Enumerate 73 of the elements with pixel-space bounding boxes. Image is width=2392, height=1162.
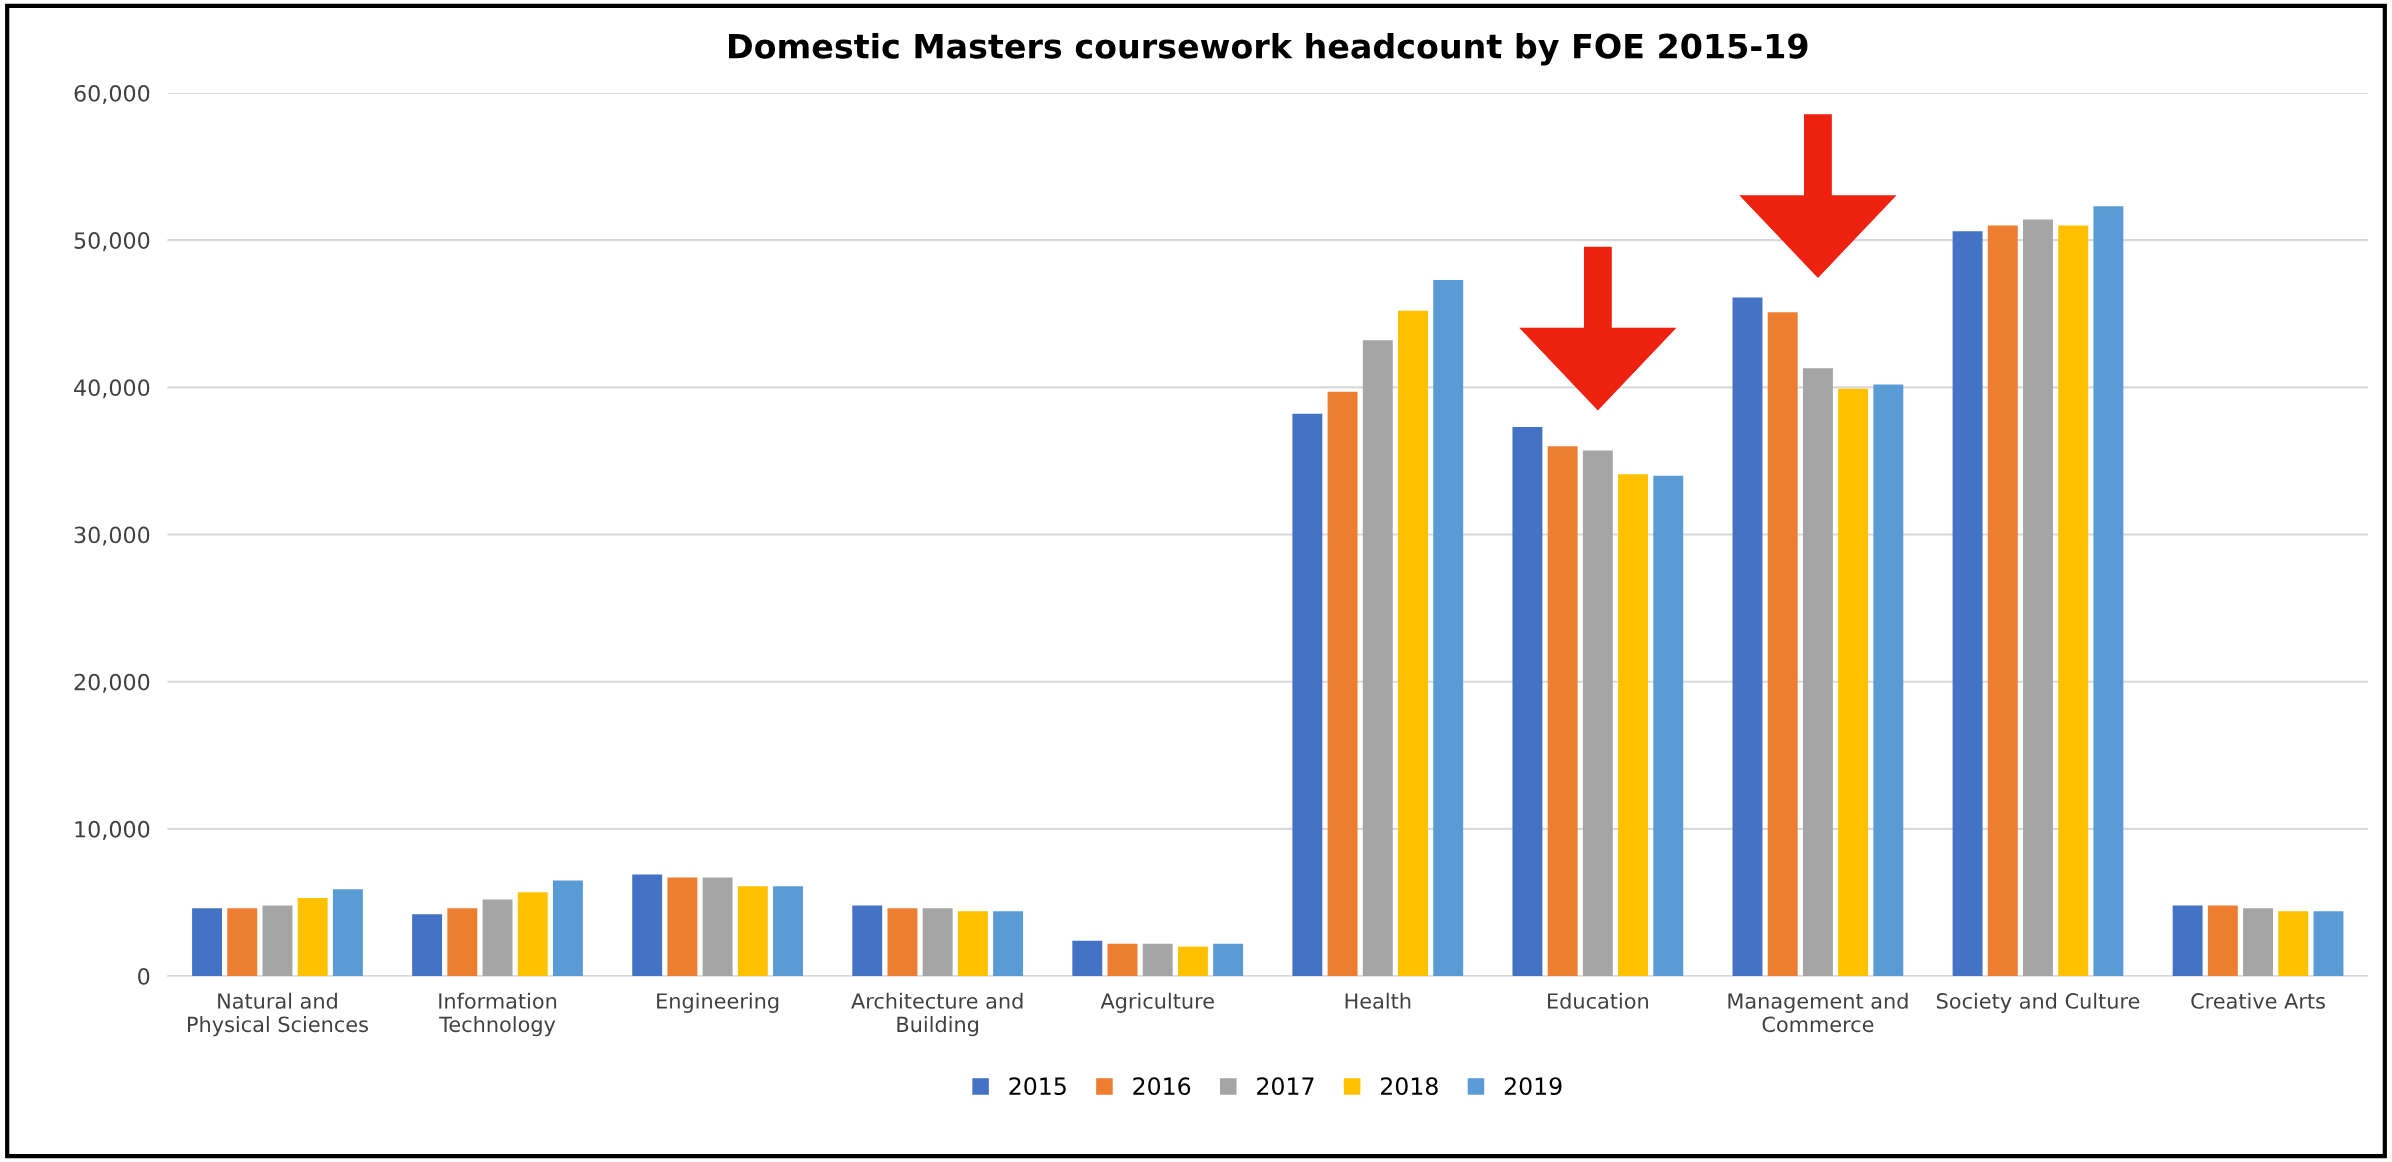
x-tick-label: Natural and Physical Sciences [188,992,368,1037]
bar [667,877,698,977]
bar [1177,946,1208,977]
y-tick-label: 30,000 [74,526,150,546]
x-tick-label: Information Technology [439,992,557,1037]
bar [447,908,478,977]
bar [922,908,953,977]
bar [2093,206,2124,977]
bar [1838,388,1869,977]
bar [1873,384,1904,977]
bar [1362,340,1393,977]
y-tick-label: 20,000 [74,673,150,693]
legend-label: 2016 [1133,1077,1191,1096]
bar [227,908,258,977]
bar [192,908,223,977]
bar [332,889,363,977]
bar [2172,905,2203,977]
x-tick-label: Health [1345,992,1411,1009]
y-tick-label: 60,000 [74,84,150,104]
bar [262,905,293,977]
bar [957,911,988,977]
bar [517,892,548,977]
bar [552,880,583,977]
bar [1582,450,1613,977]
bar [297,898,328,977]
legend-label: 2018 [1380,1077,1438,1096]
x-tick-label: Agriculture [1100,992,1214,1013]
y-tick-label: 10,000 [75,820,150,840]
bar [2023,219,2053,977]
bar [1952,231,1983,977]
bar [1072,940,1103,977]
y-tick-label: 50,000 [74,232,150,252]
x-tick-label: Architecture and Building [851,992,1023,1037]
bar [1107,943,1138,977]
y-tick-label: 0 [138,968,150,985]
bar [737,886,768,977]
bar [1142,943,1173,977]
x-tick-label: Creative Arts [2191,992,2325,1009]
bar [1732,297,1763,977]
bar [2313,911,2344,977]
legend-label: 2017 [1257,1077,1314,1096]
bar [2243,908,2274,977]
bar [1327,391,1358,977]
y-tick-label: 40,000 [74,379,150,399]
bar [702,877,733,977]
bar [1802,368,1833,977]
bar [482,899,513,977]
bar [2278,911,2309,977]
bar [1398,310,1428,977]
bar [1433,279,1464,977]
bar [1618,474,1649,977]
x-tick-label: Engineering [657,992,779,1013]
bar [773,886,803,977]
bar [887,908,918,977]
bar [1653,475,1684,977]
bar [2058,225,2089,977]
bar [993,911,1024,977]
bar [632,874,663,977]
bar [1767,312,1798,977]
x-tick-label: Society and Culture [1936,992,2140,1013]
bar [1547,446,1578,977]
bar [2207,905,2238,977]
x-tick-label: Management and Commerce [1728,992,1908,1033]
bar [1987,225,2018,977]
bar [1292,413,1323,977]
bar [852,905,883,977]
legend-label: 2019 [1504,1077,1562,1096]
bar [1213,943,1244,977]
legend-label: 2015 [1009,1077,1066,1096]
bar [1512,427,1543,977]
x-tick-label: Education [1548,992,1648,1009]
chart-title: Domestic Masters coursework headcount by FOE 2015-19 [729,32,1808,66]
bar [412,914,443,977]
